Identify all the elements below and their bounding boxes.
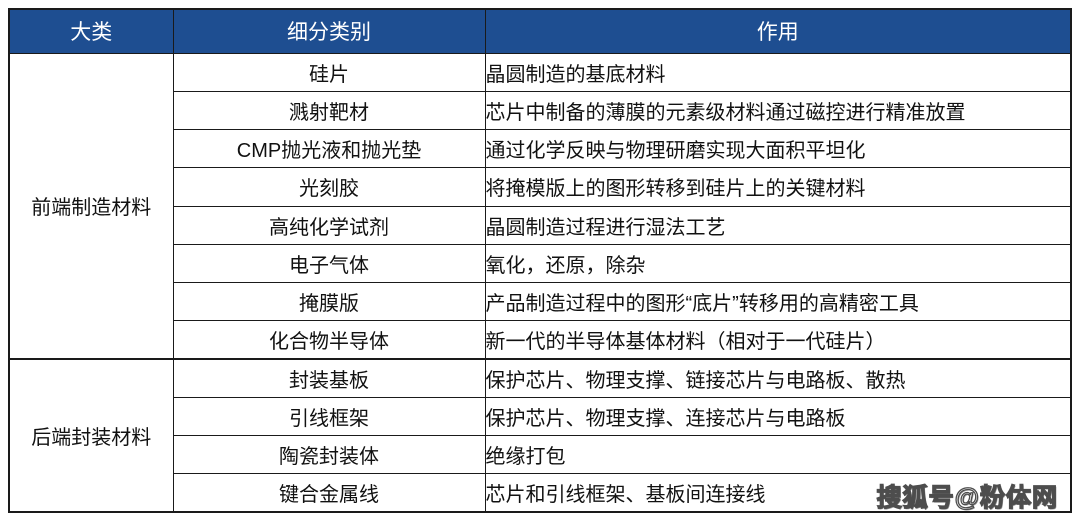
header-cell-subcategory: 细分类别	[172, 8, 486, 54]
table-body: 前端制造材料 硅片 晶圆制造的基底材料 溅射靶材 芯片中制备的薄膜的元素级材料通…	[8, 52, 1072, 513]
role-cell: 芯片和引线框架、基板间连接线	[484, 473, 1072, 513]
semiconductor-materials-table: 大类 细分类别 作用 前端制造材料 硅片 晶圆制造的基底材料 溅射靶材 芯片中制…	[8, 8, 1072, 513]
table-row: 化合物半导体 新一代的半导体基体材料（相对于一代硅片）	[9, 320, 1072, 360]
role-cell: 晶圆制造的基底材料	[484, 52, 1072, 92]
subcategory-cell: 硅片	[172, 52, 486, 92]
header-cell-role: 作用	[484, 8, 1072, 54]
role-cell: 保护芯片、物理支撑、链接芯片与电路板、散热	[484, 357, 1072, 398]
group-cell-backend: 后端封装材料	[8, 358, 174, 513]
role-cell: 将掩模版上的图形转移到硅片上的关键材料	[484, 167, 1072, 207]
table-row: 后端封装材料 封装基板 保护芯片、物理支撑、链接芯片与电路板、散热	[8, 357, 1072, 513]
header-cell-category: 大类	[8, 8, 174, 54]
table-header: 大类 细分类别 作用	[8, 8, 1072, 54]
table-row: 掩膜版 产品制造过程中的图形“底片”转移用的高精密工具	[9, 281, 1072, 322]
header-row: 大类 细分类别 作用	[8, 8, 1072, 54]
role-cell: 氧化，还原，除杂	[484, 243, 1072, 284]
subcategory-cell: 键合金属线	[172, 473, 486, 513]
table-row: 溅射靶材 芯片中制备的薄膜的元素级材料通过磁控进行精准放置	[9, 90, 1072, 131]
table-row: 前端制造材料 硅片 晶圆制造的基底材料	[8, 52, 1072, 360]
subcategory-cell: 陶瓷封装体	[172, 434, 486, 475]
role-cell: 芯片中制备的薄膜的元素级材料通过磁控进行精准放置	[484, 90, 1072, 131]
role-cell: 晶圆制造过程进行湿法工艺	[484, 205, 1072, 245]
subcategory-cell: 溅射靶材	[172, 90, 486, 131]
role-cell: 新一代的半导体基体材料（相对于一代硅片）	[484, 320, 1072, 360]
subcategory-cell: 掩膜版	[172, 281, 486, 322]
role-cell: 产品制造过程中的图形“底片”转移用的高精密工具	[484, 281, 1072, 322]
subcategory-cell: 封装基板	[172, 357, 486, 398]
subcategory-cell: 光刻胶	[172, 167, 486, 207]
subcategory-cell: 电子气体	[172, 243, 486, 284]
subcategory-cell: CMP抛光液和抛光垫	[172, 128, 486, 169]
subcategory-cell: 引线框架	[172, 396, 486, 437]
table-row: 光刻胶 将掩模版上的图形转移到硅片上的关键材料	[9, 167, 1072, 207]
table-row: CMP抛光液和抛光垫 通过化学反映与物理研磨实现大面积平坦化	[9, 128, 1072, 169]
subcategory-cell: 高纯化学试剂	[172, 205, 486, 245]
table-row: 键合金属线 芯片和引线框架、基板间连接线	[9, 473, 1072, 513]
table-row: 高纯化学试剂 晶圆制造过程进行湿法工艺	[9, 205, 1072, 245]
subcategory-cell: 化合物半导体	[172, 320, 486, 360]
sohu-watermark: 搜狐号@粉体网	[876, 483, 1058, 512]
table-row: 引线框架 保护芯片、物理支撑、连接芯片与电路板	[9, 396, 1072, 437]
group-cell-frontend: 前端制造材料	[8, 52, 174, 360]
role-cell: 绝缘打包	[484, 434, 1072, 475]
role-cell: 通过化学反映与物理研磨实现大面积平坦化	[484, 128, 1072, 169]
table-row: 电子气体 氧化，还原，除杂	[9, 243, 1072, 284]
role-cell: 保护芯片、物理支撑、连接芯片与电路板	[484, 396, 1072, 437]
